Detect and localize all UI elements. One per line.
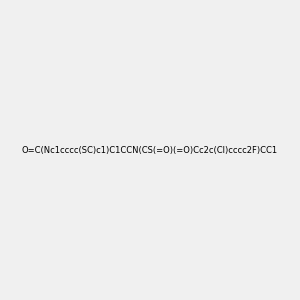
Text: O=C(Nc1cccc(SC)c1)C1CCN(CS(=O)(=O)Cc2c(Cl)cccc2F)CC1: O=C(Nc1cccc(SC)c1)C1CCN(CS(=O)(=O)Cc2c(C… <box>22 146 278 154</box>
